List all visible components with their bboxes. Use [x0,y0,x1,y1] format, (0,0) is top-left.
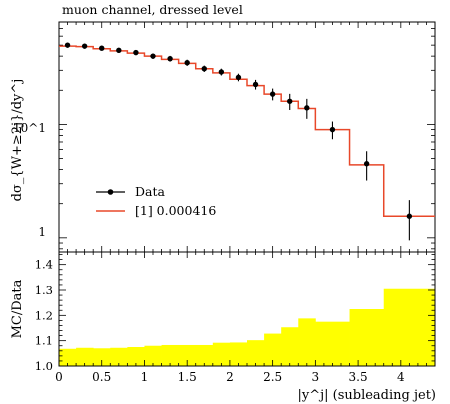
ratio-band-bin [383,288,436,366]
ratio-band-bin [247,340,265,366]
x-tick-label: 0.5 [92,370,111,384]
data-point-marker [184,60,190,66]
data-point [363,151,370,181]
data-point [64,42,71,48]
data-point-marker [304,105,310,111]
data-point [218,68,225,76]
data-point-marker [363,161,370,167]
data-point [116,47,122,54]
data-point-marker [252,81,259,88]
ratio-y-tick-label: 1.3 [35,283,53,297]
data-point [252,79,259,90]
data-point-marker [116,47,122,54]
mc-prediction-line [59,45,435,217]
data-point-marker [218,69,225,75]
data-point-marker [150,53,156,59]
data-point-marker [329,126,336,133]
ratio-y-tick-label: 1.0 [35,359,53,373]
ratio-band-bin [264,333,282,366]
data-point [150,53,156,59]
legend: Data [1] 0.000416 [96,184,216,218]
x-tick-label: 4 [397,370,405,384]
data-point [406,200,413,241]
chart-title: muon channel, dressed level [62,2,243,17]
data-point [184,59,190,66]
data-point-marker [81,43,88,49]
main-plot-panel: dσ_{W+≥2j}/dy^j 1 10^1 Data [1] 0.000416 [10,21,436,253]
data-point [81,43,88,49]
x-tick-label: 2.5 [263,370,282,384]
ratio-band-bin [110,347,128,366]
legend-data-label: Data [135,184,165,199]
ratio-y-tick-label: 1.1 [35,334,53,348]
data-point-marker [201,65,207,72]
ratio-y-tick-label: 1.4 [35,258,53,272]
ratio-band-bin [178,344,197,366]
data-point [287,93,293,111]
data-point [99,45,105,51]
main-y-axis-label: dσ_{W+≥2j}/dy^j [10,79,25,202]
ratio-band-bin [315,321,350,366]
ratio-band-bin [212,342,231,366]
x-tick-label: 1 [141,370,149,384]
data-point [304,98,310,119]
ratio-band-bin [76,347,94,366]
data-point [235,73,242,82]
data-point-marker [167,55,173,62]
data-point [269,88,276,101]
data-point-marker [235,74,242,81]
data-point-marker [133,49,139,56]
data-point-marker [406,213,413,219]
main-y-tick-label-10: 10^1 [13,121,46,135]
ratio-band-bin [298,318,316,366]
data-point-marker [99,45,105,51]
x-tick-label: 2 [226,370,234,384]
x-tick-label: 1.5 [178,370,197,384]
ratio-band-bin [229,342,248,366]
ratio-y-tick-label: 1.2 [35,308,53,322]
data-point [329,121,336,140]
ratio-plot-panel: 1.0 1.1 1.2 1.3 1.4 0 0.5 1 1.5 2 2.5 3 3.5 4 MC/Dat… [10,251,436,403]
data-point-marker [64,42,71,48]
data-point [133,49,139,56]
ratio-band-bin [93,348,111,366]
legend-entry-data: Data [96,184,165,199]
ratio-band-bin [195,344,214,366]
x-tick-label: 0 [55,370,63,384]
legend-mc-label: [1] 0.000416 [135,203,216,218]
main-y-tick-label-1: 1 [38,225,46,239]
ratio-band-bin [59,348,77,366]
ratio-y-axis-label: MC/Data [10,279,25,338]
data-point [201,65,207,72]
main-plot-frame [58,21,436,253]
data-point [167,55,173,62]
legend-entry-mc: [1] 0.000416 [96,203,216,218]
ratio-band-bin [144,345,162,366]
ratio-band-bin [349,309,385,366]
ratio-band-bin [161,344,180,366]
ratio-band-bin [281,327,299,366]
legend-data-marker-dot [107,189,114,195]
x-axis-label: |y^j| (subleading jet) [297,388,436,403]
x-tick-label: 3.5 [349,370,368,384]
data-point-marker [287,98,293,104]
x-tick-label: 3 [312,370,320,384]
ratio-band-bin [127,347,145,366]
data-point-marker [269,91,276,97]
